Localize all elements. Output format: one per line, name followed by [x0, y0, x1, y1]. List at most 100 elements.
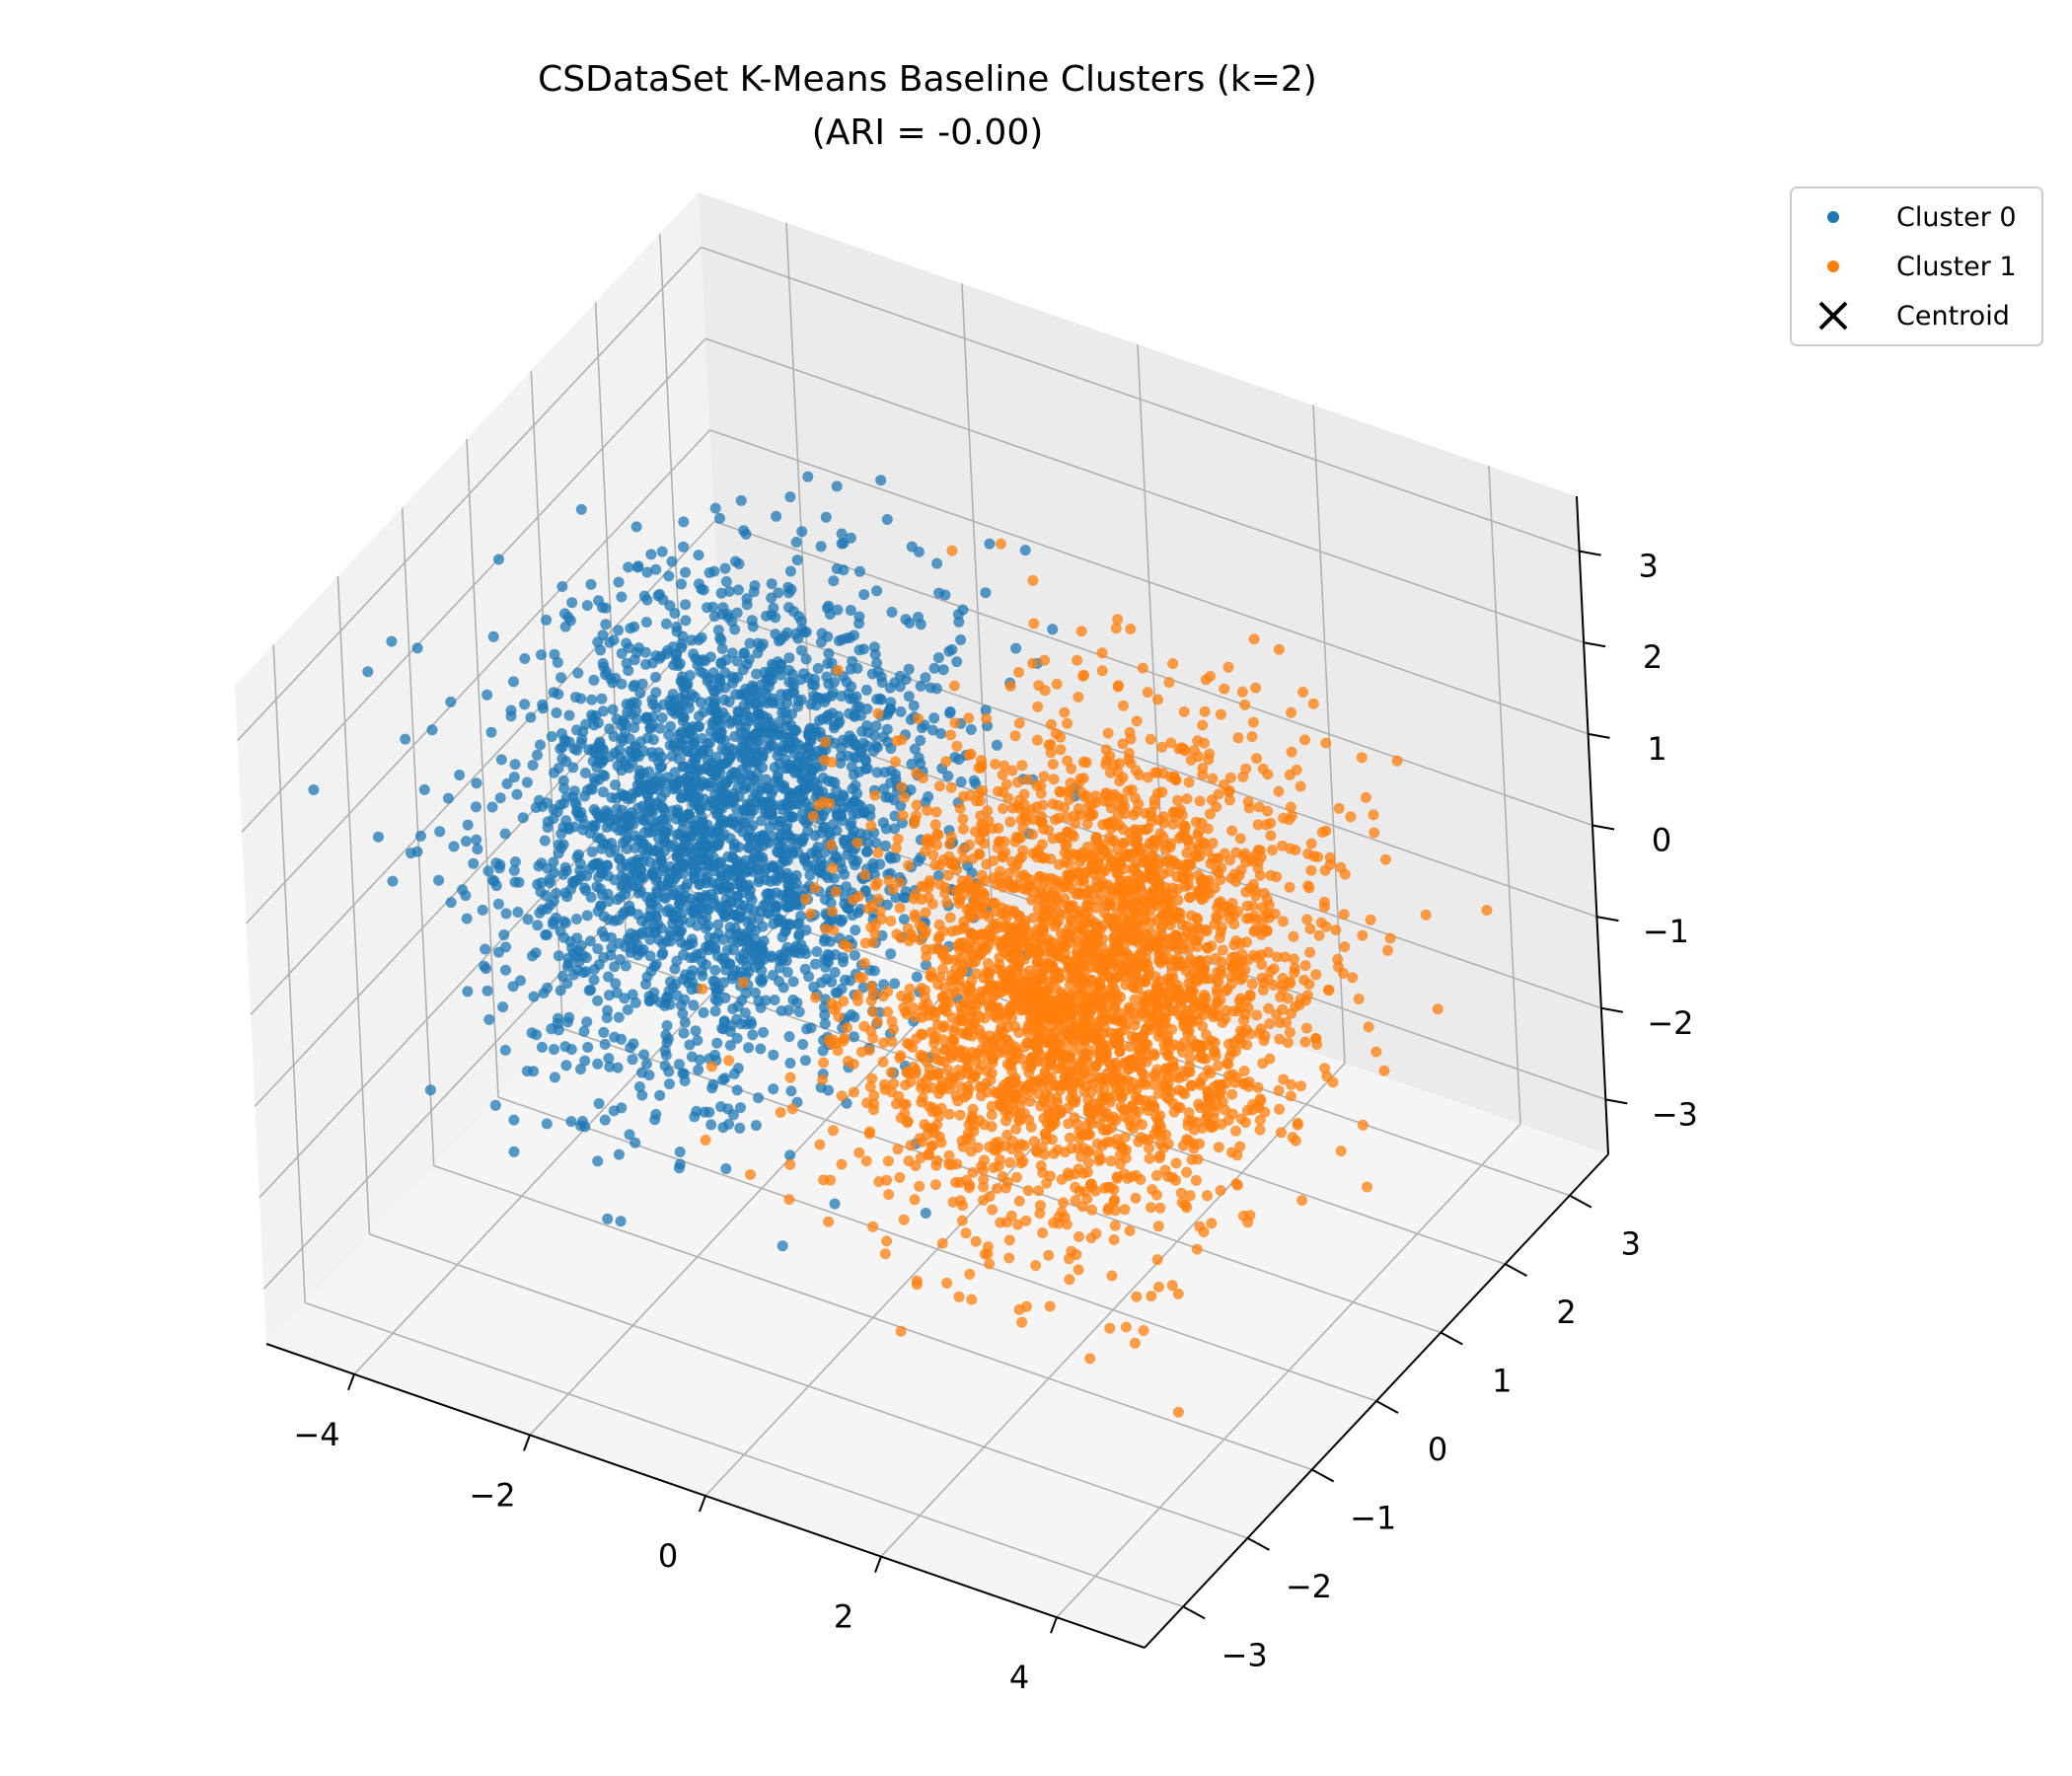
data-point [1073, 1264, 1084, 1276]
data-point [999, 922, 1010, 933]
data-point [599, 1038, 611, 1050]
data-point [1080, 757, 1092, 769]
data-point [648, 994, 659, 1004]
data-point [648, 960, 660, 972]
data-point [992, 1183, 1002, 1195]
data-point [566, 597, 578, 609]
data-point [1178, 743, 1190, 755]
data-point [1086, 1204, 1098, 1216]
data-point [757, 782, 768, 794]
data-point [1224, 794, 1235, 806]
data-point [579, 1055, 591, 1067]
data-point [985, 1074, 997, 1086]
data-point [571, 744, 583, 756]
data-point [685, 855, 697, 867]
data-point [636, 1067, 648, 1078]
data-point [920, 985, 931, 997]
data-point [817, 772, 829, 783]
data-point [805, 1022, 817, 1034]
data-point [583, 744, 595, 756]
data-point [866, 1073, 878, 1084]
data-point [1043, 1249, 1055, 1261]
data-point [943, 1149, 955, 1161]
data-point [1021, 1300, 1032, 1312]
data-point [831, 809, 843, 820]
data-point [588, 719, 600, 731]
data-point [1192, 1117, 1204, 1129]
data-point [880, 823, 892, 835]
data-point [865, 995, 877, 1006]
data-point [1028, 1136, 1040, 1147]
data-point [717, 1073, 729, 1085]
data-point [772, 846, 783, 857]
data-point [702, 738, 713, 750]
data-point [1178, 1020, 1190, 1032]
data-point [840, 974, 851, 986]
data-point [861, 703, 873, 714]
data-point [716, 803, 728, 815]
data-point [748, 851, 760, 863]
data-point [656, 712, 668, 723]
data-point [1220, 986, 1231, 997]
data-point [1119, 1132, 1131, 1144]
grid-line [433, 1164, 1312, 1471]
data-point [712, 625, 724, 636]
data-point [592, 943, 604, 955]
data-point [829, 1198, 841, 1210]
data-point [1255, 1023, 1267, 1035]
data-point [434, 826, 446, 838]
data-point [1149, 1069, 1161, 1080]
data-point [627, 989, 638, 1000]
data-point [783, 738, 795, 749]
data-point [710, 751, 722, 763]
data-point [812, 663, 824, 674]
data-point [746, 615, 758, 627]
data-point [596, 693, 608, 704]
data-point [1217, 944, 1228, 956]
data-point [999, 760, 1010, 772]
data-point [857, 643, 869, 655]
data-point [1160, 1129, 1172, 1141]
data-point [791, 767, 802, 778]
data-point [386, 635, 398, 647]
data-point [698, 851, 709, 863]
data-point [868, 1089, 880, 1101]
data-point [642, 911, 654, 923]
data-point [943, 645, 955, 657]
data-point [1186, 1153, 1198, 1165]
data-point [777, 982, 789, 994]
data-point [1147, 1078, 1159, 1090]
data-point [768, 969, 778, 981]
data-point [677, 1068, 689, 1079]
data-point [826, 976, 838, 988]
data-point [640, 713, 652, 725]
data-point [636, 678, 648, 690]
data-point [860, 847, 872, 857]
data-point [811, 946, 823, 957]
data-point [715, 587, 727, 599]
data-point [526, 1027, 538, 1039]
data-point [1090, 894, 1102, 906]
data-point [730, 689, 742, 701]
data-point [1288, 930, 1299, 942]
grid-line [709, 429, 1589, 735]
data-point [830, 851, 842, 862]
data-point [930, 683, 942, 695]
data-point [505, 710, 517, 722]
data-point [986, 1100, 998, 1112]
data-point [781, 966, 793, 978]
data-point [1108, 1234, 1120, 1245]
data-point [1105, 767, 1116, 778]
data-point [1112, 1139, 1124, 1150]
data-point [951, 656, 963, 668]
data-point [868, 641, 880, 653]
data-point [880, 791, 892, 803]
data-point [1307, 698, 1319, 709]
data-point [747, 865, 758, 877]
data-point [820, 511, 832, 523]
data-point [687, 937, 699, 949]
data-point [628, 818, 639, 830]
data-point [995, 865, 1005, 877]
data-point [1003, 965, 1015, 977]
data-point [1330, 925, 1342, 935]
